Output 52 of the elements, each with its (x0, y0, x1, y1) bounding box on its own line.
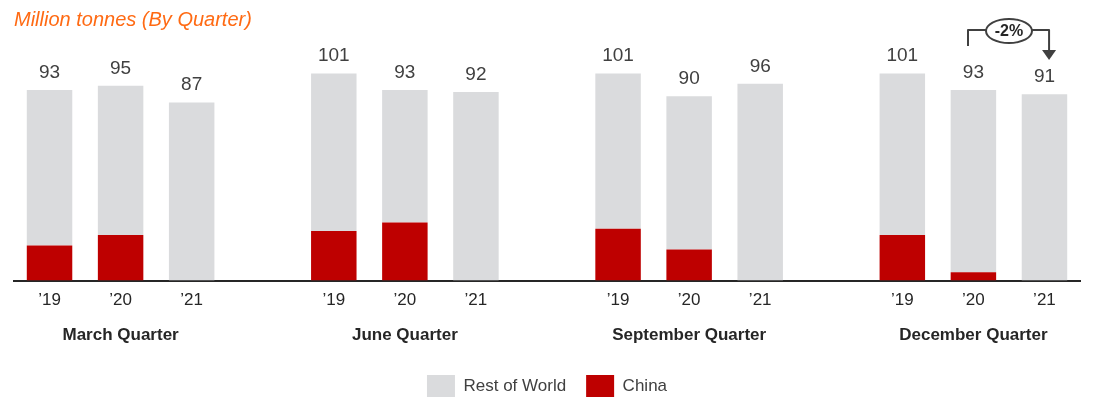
total-label: 95 (110, 56, 132, 78)
bar (595, 73, 641, 229)
total-label: 92 (465, 62, 487, 84)
total-label: 93 (962, 60, 984, 82)
bar (26, 90, 73, 246)
x-tick-label: ’19 (890, 290, 914, 310)
x-tick-label: ’20 (677, 290, 701, 310)
bar (311, 230, 357, 281)
text: September Quarter (612, 325, 767, 345)
bar (879, 73, 926, 236)
text: -2% (984, 18, 1033, 44)
bar (168, 102, 215, 281)
x-tick-label: ’21 (1033, 290, 1056, 310)
legend-label: Rest of World (463, 375, 567, 395)
bar (26, 245, 73, 281)
total-label: 93 (38, 60, 61, 82)
bar (666, 96, 712, 250)
bar (950, 90, 997, 273)
bar (382, 222, 428, 281)
legend-label: China (622, 375, 668, 395)
total-label: 90 (678, 66, 700, 88)
text: December Quarter (899, 325, 1048, 345)
bar (97, 85, 144, 236)
bar (382, 90, 428, 223)
x-tick-label: ’20 (393, 290, 417, 310)
bar (97, 235, 144, 281)
bar (737, 83, 783, 281)
total-label: 101 (317, 44, 350, 66)
bar (595, 228, 641, 281)
bar (666, 249, 712, 281)
bar (950, 272, 997, 281)
x-tick-label: ’19 (38, 290, 61, 310)
total-label: 96 (749, 54, 771, 76)
chart-title: Million tonnes (By Quarter) (14, 7, 252, 30)
bar (879, 235, 926, 281)
total-label: 93 (394, 60, 416, 82)
total-label: 91 (1033, 64, 1056, 86)
total-label: 87 (181, 73, 203, 95)
bar (453, 92, 499, 281)
text: March Quarter (62, 325, 180, 345)
x-tick-label: ’20 (962, 290, 985, 310)
x-tick-label: ’21 (748, 290, 772, 310)
x-tick-label: ’21 (180, 290, 204, 310)
bar (1021, 94, 1068, 281)
total-label: 101 (602, 44, 634, 66)
text: June Quarter (351, 325, 459, 345)
total-label: 101 (886, 44, 919, 66)
x-tick-label: ’19 (322, 290, 346, 310)
bar (311, 73, 357, 231)
x-tick-label: ’20 (109, 290, 132, 310)
x-tick-label: ’21 (464, 290, 488, 310)
x-tick-label: ’19 (606, 290, 630, 310)
